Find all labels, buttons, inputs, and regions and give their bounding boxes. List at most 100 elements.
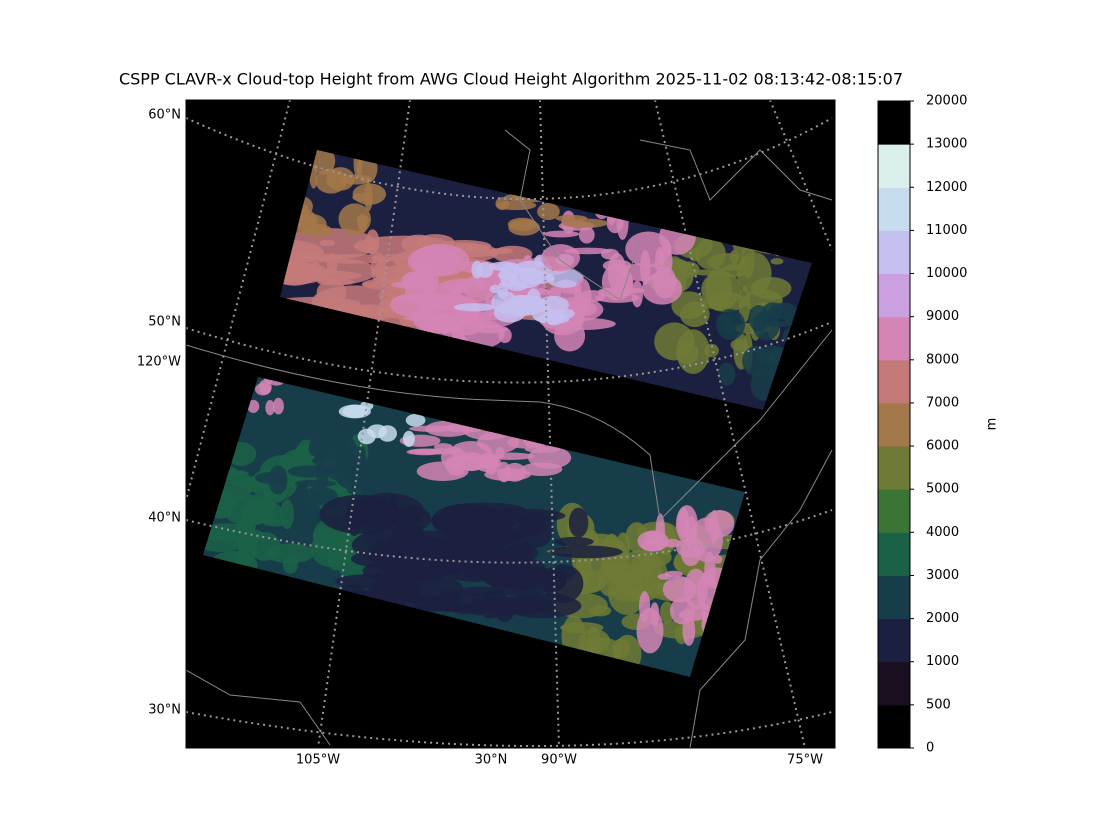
- cloud-patch: [345, 452, 359, 468]
- cloud-patch: [484, 596, 557, 614]
- cloud-patch: [488, 261, 520, 272]
- cloud-patch: [497, 281, 509, 300]
- coastline: [689, 449, 833, 748]
- lat-label: 40°N: [148, 511, 181, 526]
- cloud-patch: [258, 379, 272, 395]
- coastline: [186, 329, 833, 522]
- cloud-patch: [498, 327, 512, 344]
- cloud-patch: [650, 602, 660, 627]
- colorbar-tick-label: 6000: [926, 439, 959, 454]
- cloud-patch: [495, 197, 510, 211]
- cloud-patch: [546, 268, 584, 288]
- cloud-patch: [297, 213, 327, 235]
- colorbar-segment: [878, 316, 910, 361]
- cloud-patch: [578, 226, 595, 244]
- cloud-patch: [326, 444, 337, 455]
- cloud-patch: [237, 515, 251, 558]
- colorbar-tick-label: 13000: [926, 137, 967, 152]
- colorbar-segment: [878, 446, 910, 490]
- cloud-patch: [748, 304, 769, 332]
- cloud-patch: [317, 526, 348, 551]
- colorbar-segment: [878, 575, 910, 620]
- cloud-patch: [750, 276, 792, 300]
- colorbar: 0 500 1000 2000 3000 4000 5000 6000 7000 8000 9000…: [877, 94, 967, 756]
- cloud-patch: [689, 517, 723, 563]
- cloud-patch: [676, 329, 710, 374]
- cloud-patch: [247, 399, 260, 413]
- cloud-patch: [508, 219, 540, 236]
- colorbar-tick-label: 9000: [926, 309, 959, 324]
- cloud-patch: [704, 551, 716, 587]
- colorbar-tick-label: 1000: [926, 654, 959, 669]
- cloud-patch: [346, 498, 363, 537]
- cloud-patch: [683, 568, 708, 610]
- title: CSPP CLAVR-x Cloud-top Height from AWG C…: [119, 70, 903, 89]
- colorbar-tick-label: 2000: [926, 611, 959, 626]
- colorbar-tick-label: 5000: [926, 482, 959, 497]
- cloud-patch: [401, 590, 417, 602]
- cloud-patch: [489, 284, 500, 294]
- cloud-field: [280, 150, 812, 401]
- cloud-patch: [615, 271, 634, 298]
- cloud-patch: [484, 468, 531, 482]
- cloud-patch: [268, 465, 288, 495]
- cloud-patch: [637, 530, 669, 552]
- cloud-patch: [514, 260, 553, 278]
- cloud-patch: [658, 245, 673, 277]
- cloud-patch: [431, 507, 516, 536]
- cloud-patch: [433, 278, 496, 304]
- cloud-patch: [357, 428, 376, 445]
- cloud-patch: [407, 246, 461, 276]
- cloud-patch: [326, 167, 355, 191]
- cloud-patch: [265, 400, 275, 416]
- lon-label: 75°W: [787, 753, 823, 768]
- cloud-patch: [586, 626, 601, 660]
- cloud-patch: [448, 468, 465, 476]
- cloud-patch: [434, 560, 453, 577]
- cloud-patch: [766, 320, 794, 328]
- cloud-patch: [705, 267, 733, 312]
- grid-line: [186, 509, 833, 564]
- cloud-patch: [288, 423, 336, 441]
- colorbar-segment: [878, 618, 910, 663]
- grid-line: [186, 711, 833, 747]
- cloud-patch: [378, 425, 397, 442]
- map-area: [186, 100, 835, 748]
- cloud-patch: [721, 264, 748, 277]
- lon-label: 120°W: [137, 355, 181, 370]
- cloud-patch: [738, 285, 751, 323]
- cloud-patch: [316, 463, 329, 490]
- cloud-patch: [487, 452, 535, 460]
- cloud-patch: [506, 281, 528, 291]
- cloud-patch: [480, 457, 502, 469]
- cloud-patch: [308, 441, 333, 458]
- cloud-patch: [543, 230, 580, 238]
- cloud-patch: [543, 564, 584, 603]
- cloud-patch: [249, 532, 281, 561]
- colorbar-label: m: [985, 418, 1000, 431]
- cloud-patch: [671, 291, 707, 320]
- cloud-patch: [561, 218, 609, 228]
- cloud-patch: [304, 258, 377, 285]
- cloud-patch: [554, 536, 594, 547]
- colorbar-tick-label: 4000: [926, 525, 959, 540]
- cloud-patch: [319, 239, 336, 247]
- cloud-patch: [405, 413, 426, 427]
- cloud-patch: [345, 462, 388, 491]
- colorbar-tick-label: 0: [926, 741, 934, 756]
- cloud-patch: [408, 448, 461, 455]
- colorbar-segment: [878, 230, 910, 275]
- colorbar-tick-label: 20000: [926, 94, 967, 109]
- cloud-patch: [316, 279, 347, 306]
- lat-label: 60°N: [148, 108, 181, 123]
- coastline: [186, 669, 331, 746]
- colorbar-segment: [878, 144, 910, 188]
- cloud-patch: [488, 566, 556, 597]
- cloud-patch: [657, 573, 672, 580]
- colorbar-segment: [878, 402, 910, 447]
- cloud-patch: [356, 214, 369, 227]
- cloud-patch: [723, 321, 735, 335]
- colorbar-frame: [877, 100, 911, 749]
- cloud-patch: [372, 540, 393, 568]
- cloud-patch: [392, 523, 424, 540]
